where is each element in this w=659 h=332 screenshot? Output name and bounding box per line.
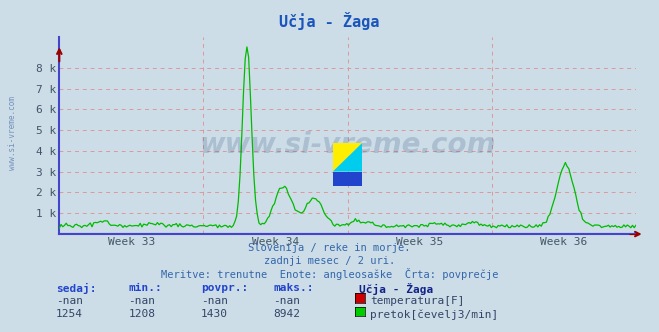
Text: www.si-vreme.com: www.si-vreme.com bbox=[8, 96, 17, 170]
Bar bbox=[333, 172, 362, 186]
Text: povpr.:: povpr.: bbox=[201, 283, 248, 293]
Text: Slovenija / reke in morje.: Slovenija / reke in morje. bbox=[248, 243, 411, 253]
Text: 8942: 8942 bbox=[273, 309, 301, 319]
Text: -nan: -nan bbox=[201, 296, 228, 306]
Text: sedaj:: sedaj: bbox=[56, 283, 96, 294]
Polygon shape bbox=[333, 143, 362, 172]
Text: -nan: -nan bbox=[129, 296, 156, 306]
Text: 1254: 1254 bbox=[56, 309, 83, 319]
Text: zadnji mesec / 2 uri.: zadnji mesec / 2 uri. bbox=[264, 256, 395, 266]
Text: -nan: -nan bbox=[273, 296, 301, 306]
Text: Učja - Žaga: Učja - Žaga bbox=[359, 283, 434, 295]
Polygon shape bbox=[333, 143, 362, 172]
Text: 1430: 1430 bbox=[201, 309, 228, 319]
Text: Učja - Žaga: Učja - Žaga bbox=[279, 12, 380, 30]
Text: www.si-vreme.com: www.si-vreme.com bbox=[200, 131, 496, 159]
Text: pretok[čevelj3/min]: pretok[čevelj3/min] bbox=[370, 309, 499, 320]
Text: maks.:: maks.: bbox=[273, 283, 314, 293]
Text: temperatura[F]: temperatura[F] bbox=[370, 296, 465, 306]
Text: Meritve: trenutne  Enote: angleosaške  Črta: povprečje: Meritve: trenutne Enote: angleosaške Črt… bbox=[161, 268, 498, 280]
Text: 1208: 1208 bbox=[129, 309, 156, 319]
Text: min.:: min.: bbox=[129, 283, 162, 293]
Text: -nan: -nan bbox=[56, 296, 83, 306]
